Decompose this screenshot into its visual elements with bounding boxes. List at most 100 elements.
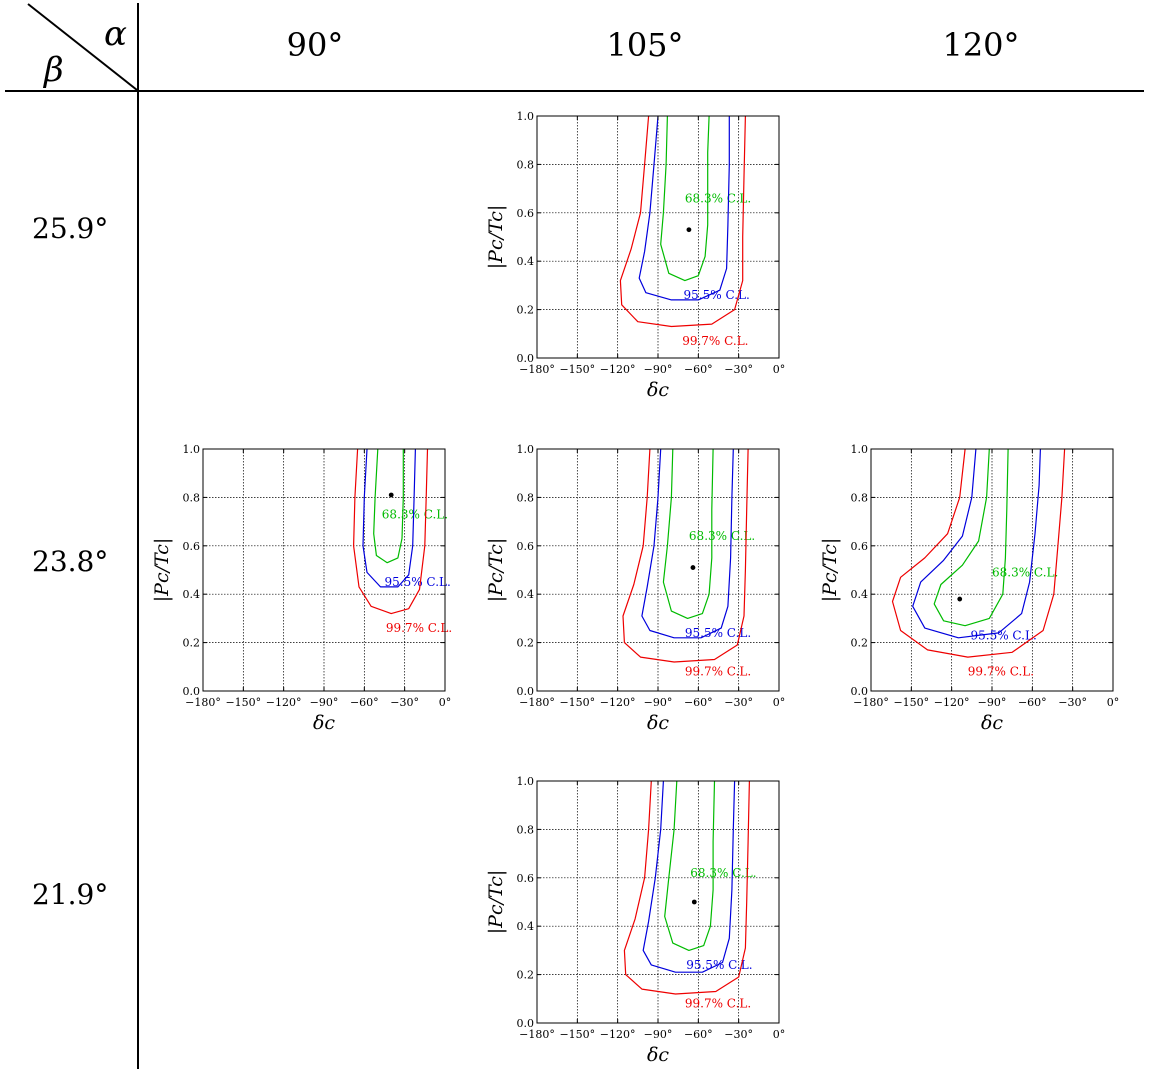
contour-95-5 [642,780,736,973]
x-tick-label: −60° [684,363,713,376]
x-tick-label: 0° [439,696,452,709]
y-axis-label: |Pc/Tc| [819,538,841,602]
y-tick-label: 0.4 [517,920,535,933]
y-tick-label: 0.6 [183,540,201,553]
y-axis-label: |Pc/Tc| [485,205,507,269]
y-tick-label: 1.0 [517,443,535,456]
contour-label: 95.5% C.L. [385,575,451,589]
contour-label: 95.5% C.L. [970,628,1036,642]
y-tick-label: 0.0 [851,685,869,698]
header-divider [5,90,1144,92]
x-tick-label: −180° [519,363,555,376]
contour-label: 99.7% C.L. [968,665,1034,679]
best-fit-point [686,227,692,233]
y-tick-label: 0.4 [183,588,201,601]
row-label-divider [137,3,139,1069]
contour-label: 99.7% C.L. [682,334,748,348]
x-tick-label: −90° [644,363,673,376]
x-axis-label: δc [647,1044,669,1066]
x-tick-label: 0° [773,696,786,709]
x-tick-label: −150° [559,1028,595,1041]
contour-99-7 [623,780,750,995]
contour-68-3 [664,780,716,951]
y-tick-label: 1.0 [517,110,535,123]
x-tick-label: −150° [559,363,595,376]
x-tick-label: −90° [978,696,1007,709]
y-tick-label: 0.4 [851,588,869,601]
contour-plot-b25-9-a105: 68.3% C.L. 95.5% C.L. 99.7% C.L. −180° −150°… [485,110,786,401]
y-axis-label: |Pc/Tc| [151,538,173,602]
column-header-120: 120° [942,26,1020,64]
y-tick-label: 0.8 [517,491,535,504]
contour-label: 99.7% C.L. [685,665,751,679]
x-tick-label: −180° [519,696,555,709]
best-fit-point [957,596,963,602]
x-tick-label: −150° [893,696,929,709]
contour-label: 68.3% C.L. [689,529,755,543]
contour-label: 68.3% C.L. [690,866,756,880]
x-tick-label: −60° [684,1028,713,1041]
best-fit-point [691,899,697,905]
y-tick-label: 0.6 [517,872,535,885]
contour-label: 68.3% C.L. [992,565,1058,579]
contour-plot-b23-8-a90: 68.3% C.L. 95.5% C.L. 99.7% C.L. −180° −150°… [151,443,452,734]
contour-99-7 [622,448,749,663]
y-tick-label: 0.0 [183,685,201,698]
contour-99-7 [353,448,429,615]
row-label-23-8: 23.8° [32,545,109,578]
x-tick-label: −60° [350,696,379,709]
x-tick-label: −150° [559,696,595,709]
x-axis-label: δc [647,712,669,734]
x-tick-label: −120° [600,363,636,376]
x-tick-label: 0° [773,1028,786,1041]
contour-95-5 [362,448,416,588]
y-tick-label: 0.6 [851,540,869,553]
y-tick-label: 0.0 [517,685,535,698]
x-axis-label: δc [647,379,669,401]
y-tick-label: 0.6 [517,540,535,553]
best-fit-point [690,565,696,570]
y-tick-label: 0.0 [517,352,535,365]
contour-68-3 [660,115,710,282]
x-tick-label: 0° [1107,696,1120,709]
x-tick-label: −60° [1018,696,1047,709]
y-tick-label: 0.8 [851,491,869,504]
contour-label: 68.3% C.L. [382,507,448,521]
y-tick-label: 0.0 [517,1017,535,1030]
x-tick-label: −180° [519,1028,555,1041]
contour-plot-b21-9-a105: 68.3% C.L. 95.5% C.L. 99.7% C.L. −180° −150°… [485,775,786,1066]
contour-plot-b23-8-a120: 68.3% C.L. 95.5% C.L. 99.7% C.L. −180° −150°… [819,443,1120,734]
x-tick-label: −30° [724,1028,753,1041]
contour-95-5 [641,448,734,639]
x-tick-label: 0° [773,363,786,376]
y-axis-label: |Pc/Tc| [485,538,507,602]
contour-68-3 [373,448,404,564]
contour-95-5 [912,448,1041,639]
x-tick-label: −150° [225,696,261,709]
x-tick-label: −120° [600,696,636,709]
x-axis-label: δc [981,712,1003,734]
row-label-25-9: 25.9° [32,212,109,245]
x-tick-label: −90° [310,696,339,709]
y-tick-label: 0.8 [183,491,201,504]
contour-label: 99.7% C.L. [685,997,751,1011]
column-header-90: 90° [286,26,344,64]
best-fit-point [388,492,394,498]
x-tick-label: −120° [266,696,302,709]
contour-99-7 [891,448,1066,658]
contour-68-3 [933,448,1009,627]
y-tick-label: 0.2 [851,637,869,650]
contour-label: 95.5% C.L. [686,958,752,972]
contour-label: 68.3% C.L. [685,191,751,205]
y-tick-label: 0.4 [517,255,535,268]
contour-plot-b23-8-a105: 68.3% C.L. 95.5% C.L. 99.7% C.L. −180° −150°… [485,443,786,734]
x-tick-label: −90° [644,696,673,709]
y-tick-label: 1.0 [517,775,535,788]
x-tick-label: −30° [1058,696,1087,709]
contour-label: 95.5% C.L. [684,288,750,302]
contour-label: 95.5% C.L. [685,626,751,640]
x-tick-label: −60° [684,696,713,709]
x-tick-label: −30° [390,696,419,709]
column-header-105: 105° [606,26,684,64]
contour-label: 99.7% C.L. [386,621,452,635]
